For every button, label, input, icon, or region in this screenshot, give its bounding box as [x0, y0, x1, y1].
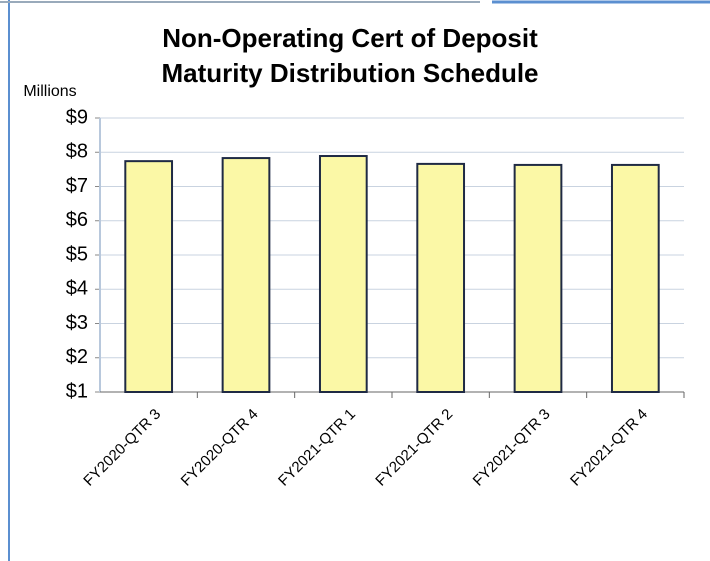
y-axis-label: Millions [23, 83, 76, 100]
bar [416, 162, 466, 393]
y-tick-label: $2 [66, 346, 88, 368]
chart-title: Non-Operating Cert of Deposit [162, 23, 538, 53]
bar [221, 157, 271, 393]
bar [513, 163, 563, 393]
chart-title: Maturity Distribution Schedule [161, 58, 538, 88]
y-tick-label: $9 [66, 106, 88, 128]
y-tick-label: $1 [66, 380, 88, 402]
bar [610, 163, 660, 393]
y-tick-label: $3 [66, 312, 88, 334]
bar [124, 160, 174, 393]
bar [318, 155, 368, 393]
y-tick-label: $5 [66, 243, 88, 265]
y-tick-label: $7 [66, 175, 88, 197]
y-tick-label: $8 [66, 141, 88, 163]
y-tick-label: $6 [66, 209, 88, 231]
y-tick-label: $4 [66, 278, 88, 300]
